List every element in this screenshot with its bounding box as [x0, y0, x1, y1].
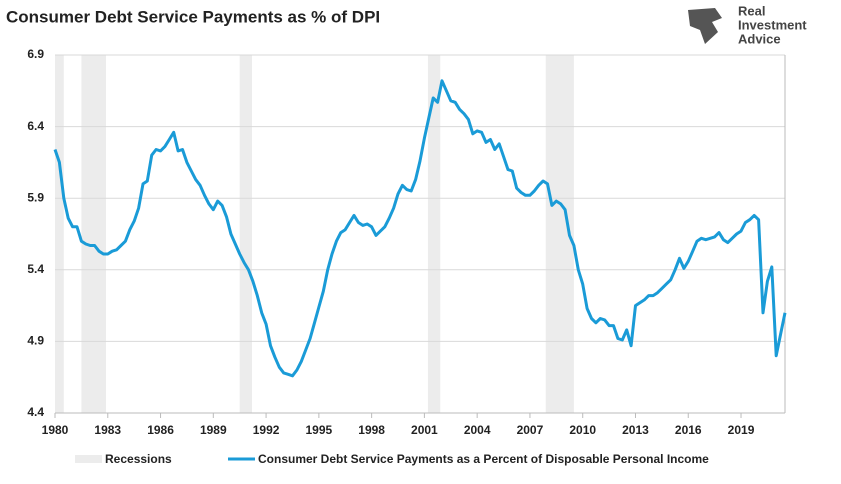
recession-band	[427, 55, 441, 413]
x-tick-label: 1986	[147, 423, 174, 437]
x-tick-label: 1989	[200, 423, 227, 437]
x-tick-label: 2013	[622, 423, 649, 437]
x-tick-label: 2016	[675, 423, 702, 437]
series-line	[53, 79, 787, 378]
x-tick-label: 1980	[42, 423, 69, 437]
recession-band	[239, 55, 253, 413]
x-tick-label: 2001	[411, 423, 438, 437]
legend-label: Recessions	[105, 452, 172, 466]
x-tick-label: 1998	[358, 423, 385, 437]
chart-title: Consumer Debt Service Payments as % of D…	[6, 7, 380, 26]
x-tick-label: 2019	[728, 423, 755, 437]
x-tick-label: 2010	[569, 423, 596, 437]
recession-band	[55, 55, 64, 413]
y-tick-label: 5.9	[27, 190, 44, 204]
logo: Real Investment Advice	[688, 3, 807, 46]
x-tick-label: 2007	[517, 423, 544, 437]
y-tick-label: 6.4	[27, 119, 44, 133]
legend-label: Consumer Debt Service Payments as a Perc…	[258, 452, 709, 466]
logo-text: Real	[738, 3, 765, 18]
y-tick-label: 6.9	[27, 47, 44, 61]
x-tick-label: 2004	[464, 423, 491, 437]
x-tick-label: 1992	[253, 423, 280, 437]
logo-text: Advice	[738, 31, 781, 46]
y-tick-label: 4.9	[27, 334, 44, 348]
logo-icon	[688, 8, 722, 44]
x-tick-label: 1995	[306, 423, 333, 437]
logo-text: Investment	[738, 17, 807, 32]
x-tick-label: 1983	[94, 423, 121, 437]
recession-band	[81, 55, 107, 413]
y-tick-label: 5.4	[27, 262, 44, 276]
y-tick-label: 4.4	[27, 405, 44, 419]
legend-swatch	[75, 455, 102, 463]
